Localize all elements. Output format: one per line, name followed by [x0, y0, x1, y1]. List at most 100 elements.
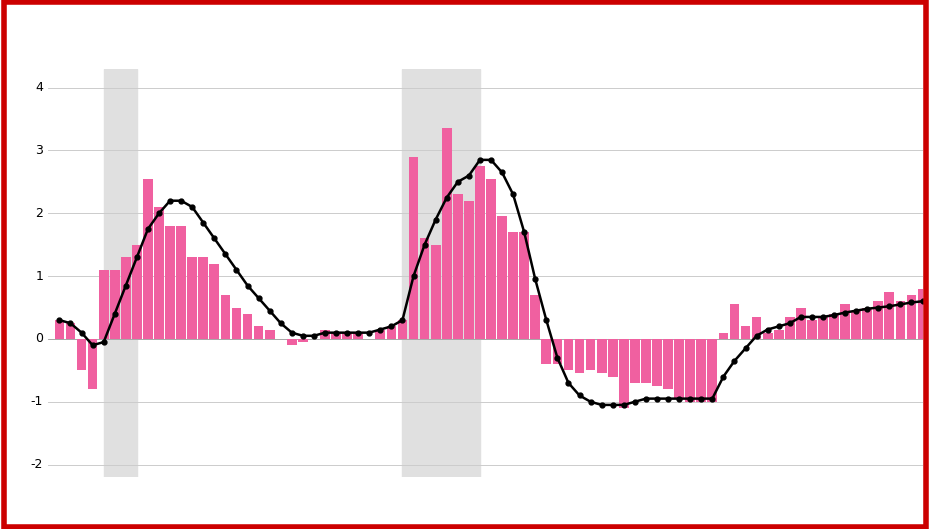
Bar [475, 166, 485, 339]
Bar [442, 129, 452, 339]
Bar [453, 195, 462, 339]
Text: '16: '16 [759, 495, 777, 508]
Bar [419, 239, 430, 339]
Bar [530, 295, 540, 339]
Bar [232, 307, 242, 339]
Bar [265, 330, 274, 339]
Bar [320, 330, 330, 339]
Bar [896, 301, 905, 339]
Bar [254, 326, 263, 339]
Bar [103, 69, 137, 477]
Text: 3: 3 [35, 144, 43, 157]
Text: '19: '19 [891, 495, 910, 508]
Bar [719, 333, 728, 339]
Text: '13: '13 [626, 495, 644, 508]
Bar [552, 339, 563, 364]
Bar [708, 339, 717, 402]
Bar [87, 339, 98, 389]
Bar [166, 226, 175, 339]
Bar [243, 314, 252, 339]
Bar [99, 270, 109, 339]
Bar [66, 323, 75, 339]
Bar [431, 245, 441, 339]
Bar [818, 317, 828, 339]
Text: '09: '09 [449, 495, 467, 508]
Bar [398, 320, 407, 339]
Text: 4: 4 [35, 81, 43, 94]
Bar [862, 307, 872, 339]
Text: '01: '01 [95, 495, 113, 508]
Bar [177, 226, 186, 339]
Text: '15: '15 [714, 495, 733, 508]
Text: '12: '12 [581, 495, 600, 508]
Bar [685, 339, 695, 402]
Bar [387, 326, 396, 339]
Bar [121, 257, 131, 339]
Bar [807, 320, 817, 339]
Bar [907, 295, 916, 339]
Bar [209, 263, 219, 339]
Bar [541, 339, 551, 364]
Bar [774, 330, 784, 339]
Bar [751, 317, 762, 339]
Bar [918, 289, 927, 339]
Bar [187, 257, 197, 339]
Bar [618, 339, 629, 408]
Bar [575, 339, 584, 373]
Text: '02: '02 [139, 495, 157, 508]
Bar [740, 326, 751, 339]
Bar [408, 157, 418, 339]
Bar [641, 339, 651, 383]
Bar [763, 333, 773, 339]
Text: '06: '06 [316, 495, 334, 508]
Bar [674, 339, 684, 399]
Bar [154, 207, 164, 339]
Bar [785, 317, 794, 339]
Text: '14: '14 [670, 495, 688, 508]
Text: '04: '04 [228, 495, 246, 508]
Bar [608, 339, 618, 377]
Bar [509, 232, 518, 339]
Bar [143, 179, 153, 339]
Bar [564, 339, 573, 370]
Bar [76, 339, 86, 370]
Text: '10: '10 [493, 495, 512, 508]
Bar [298, 339, 308, 342]
Text: '00: '00 [50, 495, 69, 508]
Text: '05: '05 [272, 495, 290, 508]
Bar [220, 295, 231, 339]
Text: '17: '17 [803, 495, 821, 508]
Bar [630, 339, 640, 383]
Bar [198, 257, 208, 339]
Bar [353, 333, 363, 339]
Text: '11: '11 [538, 495, 555, 508]
Text: Contribution of Fiscal Policy to Real GDP Growth (percentage points): Contribution of Fiscal Policy to Real GD… [56, 45, 458, 59]
Text: 2: 2 [35, 207, 43, 220]
Bar [697, 339, 706, 402]
Text: -2: -2 [31, 458, 43, 471]
Bar [486, 179, 496, 339]
Text: -1: -1 [31, 395, 43, 408]
Text: '03: '03 [183, 495, 201, 508]
Bar [663, 339, 673, 389]
Bar [498, 216, 507, 339]
Bar [287, 339, 297, 345]
Bar [331, 333, 341, 339]
Bar [586, 339, 595, 370]
Bar [796, 307, 805, 339]
Bar [376, 330, 385, 339]
Bar [873, 301, 884, 339]
Bar [729, 304, 739, 339]
Bar [840, 304, 850, 339]
Text: 0: 0 [35, 332, 43, 345]
Bar [464, 200, 473, 339]
Bar [110, 270, 120, 339]
Text: '07: '07 [360, 495, 379, 508]
Text: Hutchins Center Fiscal Impact Measure: Total: Hutchins Center Fiscal Impact Measure: T… [56, 10, 480, 28]
Bar [830, 314, 839, 339]
Bar [132, 245, 141, 339]
Bar [519, 232, 529, 339]
Bar [55, 320, 64, 339]
Bar [403, 69, 480, 477]
Bar [597, 339, 606, 373]
